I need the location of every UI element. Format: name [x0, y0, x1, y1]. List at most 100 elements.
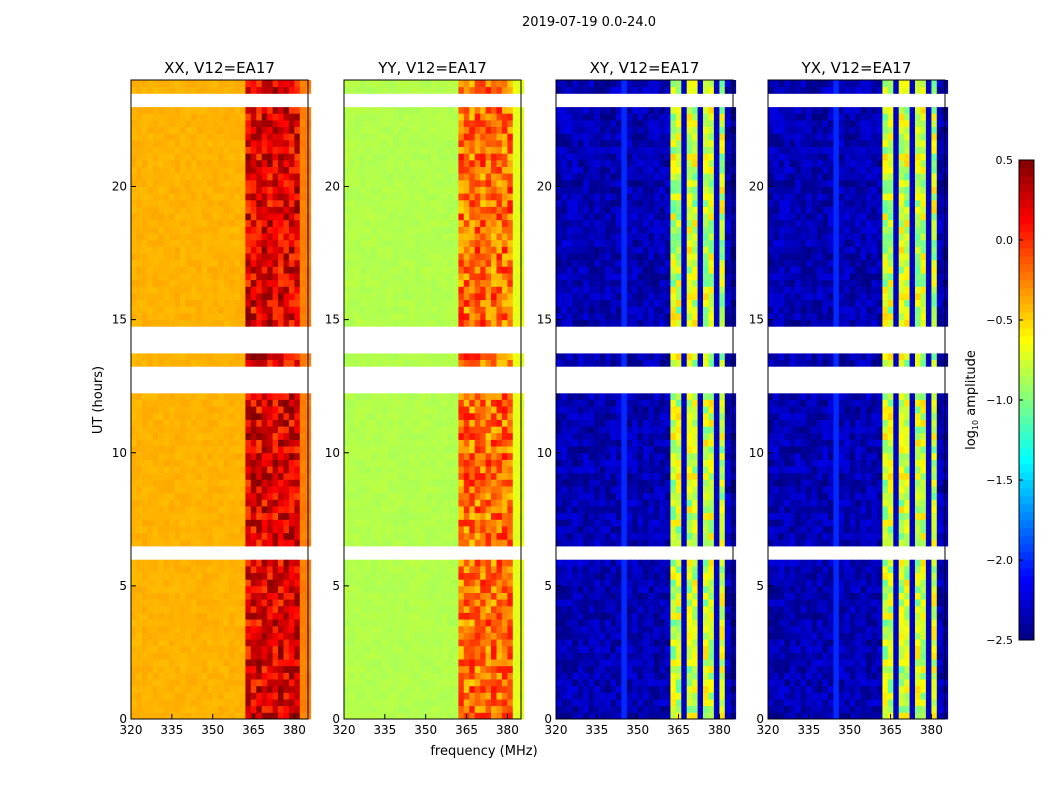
heatmap-cell [267, 426, 273, 434]
heatmap-cell [190, 499, 197, 507]
heatmap-cell [294, 406, 301, 414]
heatmap-cell [256, 472, 263, 480]
heatmap-cell [288, 665, 295, 673]
heatmap-cell [414, 565, 421, 573]
heatmap-cell [288, 100, 295, 108]
heatmap-cell [131, 166, 137, 174]
heatmap-cell [294, 206, 301, 214]
heatmap-cell [256, 239, 263, 247]
heatmap-cell [256, 632, 263, 640]
heatmap-cell [185, 412, 192, 420]
heatmap-cell [425, 379, 432, 387]
heatmap-cell [447, 559, 454, 567]
heatmap-cell [174, 665, 181, 673]
heatmap-cell [245, 466, 252, 474]
heatmap-cell [360, 639, 367, 647]
heatmap-cell [136, 399, 143, 407]
heatmap-cell [425, 452, 432, 460]
heatmap-cell [452, 599, 459, 607]
heatmap-cell [376, 406, 383, 414]
heatmap-cell [469, 459, 476, 467]
heatmap-cell [180, 619, 186, 627]
heatmap-cell [501, 492, 508, 500]
heatmap-cell [452, 359, 459, 367]
heatmap-cell [136, 199, 143, 207]
heatmap-cell [436, 539, 443, 547]
heatmap-cell [431, 705, 437, 713]
heatmap-cell [141, 599, 148, 607]
heatmap-cell [234, 233, 241, 241]
heatmap-cell [501, 366, 508, 374]
heatmap-cell [212, 659, 219, 667]
heatmap-cell [349, 379, 356, 387]
heatmap-cell [234, 213, 241, 221]
heatmap-cell [234, 665, 241, 673]
heatmap-cell [442, 559, 448, 567]
heatmap-cell [218, 679, 224, 687]
heatmap-cell [463, 552, 470, 560]
heatmap-cell [256, 86, 263, 94]
heatmap-cell [387, 432, 394, 440]
heatmap-cell [152, 699, 159, 707]
heatmap-cell [152, 419, 159, 427]
heatmap-cell [218, 379, 224, 387]
heatmap-cell [491, 625, 497, 633]
heatmap-cell [261, 439, 268, 447]
heatmap-cell [174, 559, 181, 567]
heatmap-cell [201, 539, 208, 547]
heatmap-cell [447, 359, 454, 367]
heatmap-cell [152, 319, 159, 327]
heatmap-cell [174, 226, 181, 234]
heatmap-cell [207, 106, 213, 114]
heatmap-cell [267, 539, 273, 547]
heatmap-cell [382, 526, 388, 534]
heatmap-cell [190, 705, 197, 713]
heatmap-cell [250, 379, 257, 387]
heatmap-cell [250, 319, 257, 327]
heatmap-cell [365, 672, 372, 680]
heatmap-cell [512, 406, 519, 414]
heatmap-cell [229, 352, 235, 360]
heatmap-cell [463, 532, 470, 540]
heatmap-cell [169, 273, 175, 281]
heatmap-cell [196, 86, 203, 94]
heatmap-cell [163, 585, 170, 593]
heatmap-cell [409, 705, 416, 713]
heatmap-cell [267, 672, 273, 680]
heatmap-cell [463, 432, 470, 440]
heatmap-cell [463, 426, 470, 434]
heatmap-cell [371, 492, 377, 500]
heatmap-cell [349, 545, 356, 553]
heatmap-cell [239, 539, 246, 547]
heatmap-cell [267, 86, 273, 94]
heatmap-cell [218, 279, 224, 287]
heatmap-cell [261, 639, 268, 647]
heatmap-cell [256, 206, 263, 214]
heatmap-cell [442, 399, 448, 407]
heatmap-cell [250, 432, 257, 440]
heatmap-cell [288, 253, 295, 261]
heatmap-cell [250, 612, 257, 620]
heatmap-cell [229, 519, 235, 527]
heatmap-cell [190, 326, 197, 334]
heatmap-cell [185, 645, 192, 653]
heatmap-cell [452, 645, 459, 653]
heatmap-cell [507, 372, 514, 380]
heatmap-cell [223, 146, 230, 154]
heatmap-cell [136, 699, 143, 707]
heatmap-cell [229, 199, 235, 207]
heatmap-cell [283, 299, 290, 307]
heatmap-cell [180, 266, 186, 274]
heatmap-cell [436, 426, 443, 434]
heatmap-cell [371, 685, 377, 693]
heatmap-cell [169, 559, 175, 567]
heatmap-cell [169, 299, 175, 307]
heatmap-cell [288, 326, 295, 334]
heatmap-cell [354, 459, 361, 467]
heatmap-cell [158, 526, 164, 534]
heatmap-cell [496, 665, 503, 673]
heatmap-cell [469, 592, 476, 600]
heatmap-cell [201, 466, 208, 474]
heatmap-cell [354, 499, 361, 507]
